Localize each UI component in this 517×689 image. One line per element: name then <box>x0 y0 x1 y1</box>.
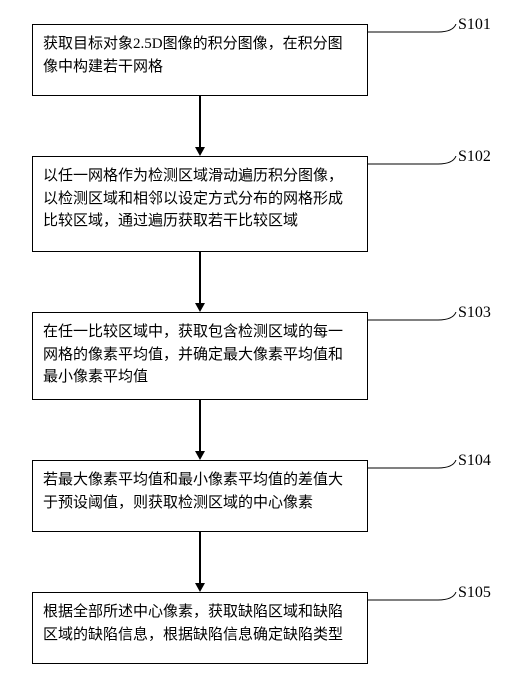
leader-s102 <box>368 156 458 176</box>
step-label-s102: S102 <box>458 148 491 166</box>
leader-s103 <box>368 312 458 332</box>
arrow-s104-s105 <box>195 583 205 592</box>
edge-s102-s103 <box>199 252 201 303</box>
leader-s104 <box>368 460 458 480</box>
arrow-s101-s102 <box>195 147 205 156</box>
arrow-s102-s103 <box>195 303 205 312</box>
edge-s101-s102 <box>199 96 201 147</box>
flow-node-s101: 获取目标对象2.5D图像的积分图像，在积分图像中构建若干网格 <box>32 24 368 96</box>
step-label-s104: S104 <box>458 452 491 470</box>
flow-node-s104: 若最大像素平均值和最小像素平均值的差值大于预设阈值，则获取检测区域的中心像素 <box>32 460 368 532</box>
edge-s104-s105 <box>199 532 201 583</box>
flow-node-text: 根据全部所述中心像素，获取缺陷区域和缺陷区域的缺陷信息，根据缺陷信息确定缺陷类型 <box>43 604 343 643</box>
flow-node-s103: 在任一比较区域中，获取包含检测区域的每一网格的像素平均值，并确定最大像素平均值和… <box>32 312 368 400</box>
flow-node-s105: 根据全部所述中心像素，获取缺陷区域和缺陷区域的缺陷信息，根据缺陷信息确定缺陷类型 <box>32 592 368 664</box>
arrow-s103-s104 <box>195 451 205 460</box>
flow-node-text: 在任一比较区域中，获取包含检测区域的每一网格的像素平均值，并确定最大像素平均值和… <box>43 324 343 385</box>
step-label-s105: S105 <box>458 584 491 602</box>
flow-node-text: 获取目标对象2.5D图像的积分图像，在积分图像中构建若干网格 <box>43 36 343 75</box>
leader-s105 <box>368 592 458 612</box>
flow-node-s102: 以任一网格作为检测区域滑动遍历积分图像，以检测区域和相邻以设定方式分布的网格形成… <box>32 156 368 252</box>
leader-s101 <box>368 24 458 44</box>
flow-node-text: 以任一网格作为检测区域滑动遍历积分图像，以检测区域和相邻以设定方式分布的网格形成… <box>43 168 343 229</box>
flow-node-text: 若最大像素平均值和最小像素平均值的差值大于预设阈值，则获取检测区域的中心像素 <box>43 472 343 511</box>
step-label-s101: S101 <box>458 16 491 34</box>
step-label-s103: S103 <box>458 304 491 322</box>
edge-s103-s104 <box>199 400 201 451</box>
